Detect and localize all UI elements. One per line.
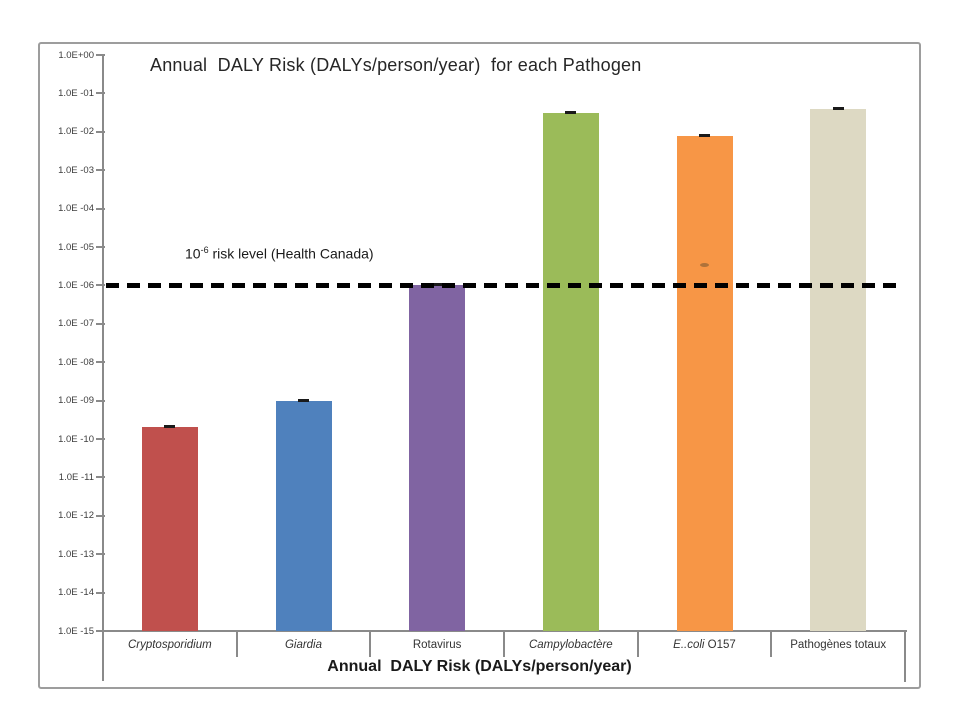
x-axis-category-label: E..coli O157 [638,635,772,655]
threshold-annotation-exponent: -6 [200,245,209,255]
error-bar-cap [699,133,710,137]
threshold-annotation: 10-6 risk level (Health Canada) [185,245,374,262]
y-axis-tick-mark [96,514,105,517]
y-axis-tick-label: 1.0E -09 [58,395,94,407]
category-text: Cryptosporidium [127,639,212,651]
y-axis-tick-label: 1.0E -02 [58,126,94,138]
category-separator-line [770,631,773,657]
y-axis-tick-mark [96,246,105,248]
category-text: Campylobactère [528,639,613,651]
bar-5[interactable] [676,135,733,631]
y-axis-tick-label: 1.0E -15 [58,625,94,637]
x-axis-category-label: Giardia [237,635,371,655]
y-axis-tick-label: 1.0E -07 [58,318,94,330]
y-axis-tick-mark [96,438,105,440]
y-axis-tick-label: 1.0E -11 [58,471,94,483]
category-separator-line [235,631,238,657]
x-axis-category-label: Cryptosporidium [103,635,237,655]
y-axis-tick-label: 1.0E -06 [58,279,94,291]
category-text: Giardia [284,639,323,651]
y-axis-tick-mark [96,322,105,325]
y-axis-tick-mark [96,284,105,287]
category-text: E..coli [673,639,705,651]
error-bar-cap [832,106,844,110]
error-bar-cap [565,111,577,115]
y-axis-tick-mark [96,54,105,56]
y-axis-tick-mark [96,630,105,632]
y-axis-tick-mark [96,399,105,402]
category-separator-line [636,631,639,657]
category-text: Rotavirus [412,639,462,651]
y-axis-tick-label: 1.0E -08 [58,356,94,368]
category-separator-line [503,631,505,657]
x-axis-category-label: Pathogènes totaux [771,635,905,655]
chart-title: Annual DALY Risk (DALYs/person/year) for… [150,55,642,75]
y-axis-tick-mark [96,591,105,594]
category-separator-line [369,631,372,657]
y-axis-line [102,54,104,681]
threshold-annotation-text: risk level (Health Canada) [208,245,374,262]
stray-mark [700,262,709,267]
error-bar-cap [298,398,309,402]
bar-4[interactable] [542,113,599,631]
y-axis-tick-label: 1.0E -12 [58,510,94,522]
y-axis-tick-mark [96,130,105,133]
bar-6[interactable] [810,108,867,631]
y-axis-tick-label: 1.0E -14 [58,587,94,599]
y-axis-tick-mark [96,207,105,210]
y-axis-tick-label: 1.0E -01 [58,87,94,99]
threshold-line [106,282,904,288]
bar-2[interactable] [275,400,332,631]
y-axis-tick-mark [96,361,105,364]
y-axis-tick-label: 1.0E -03 [58,164,94,176]
category-text: O157 [704,639,736,651]
x-axis-category-label: Campylobactère [504,635,638,655]
y-axis-tick-label: 1.0E -05 [58,241,94,253]
category-text: Pathogènes totaux [790,639,887,651]
y-axis-tick-label: 1.0E -04 [58,203,94,215]
bar-3[interactable] [409,285,466,631]
bar-1[interactable] [141,427,198,631]
threshold-annotation-base: 10 [185,245,201,262]
y-axis-tick-mark [96,553,105,556]
x-axis-title: Annual DALY Risk (DALYs/person/year) [327,658,632,675]
y-axis-tick-mark [96,476,105,479]
y-axis-tick-label: 1.0E+00 [58,49,94,61]
x-axis-category-label: Rotavirus [370,635,504,655]
y-axis-tick-mark [96,169,105,172]
error-bar-cap [164,425,176,429]
y-axis-tick-mark [96,92,105,95]
y-axis-tick-label: 1.0E -13 [58,548,94,560]
y-axis-tick-label: 1.0E -10 [58,433,94,445]
category-separator-line [904,631,906,682]
